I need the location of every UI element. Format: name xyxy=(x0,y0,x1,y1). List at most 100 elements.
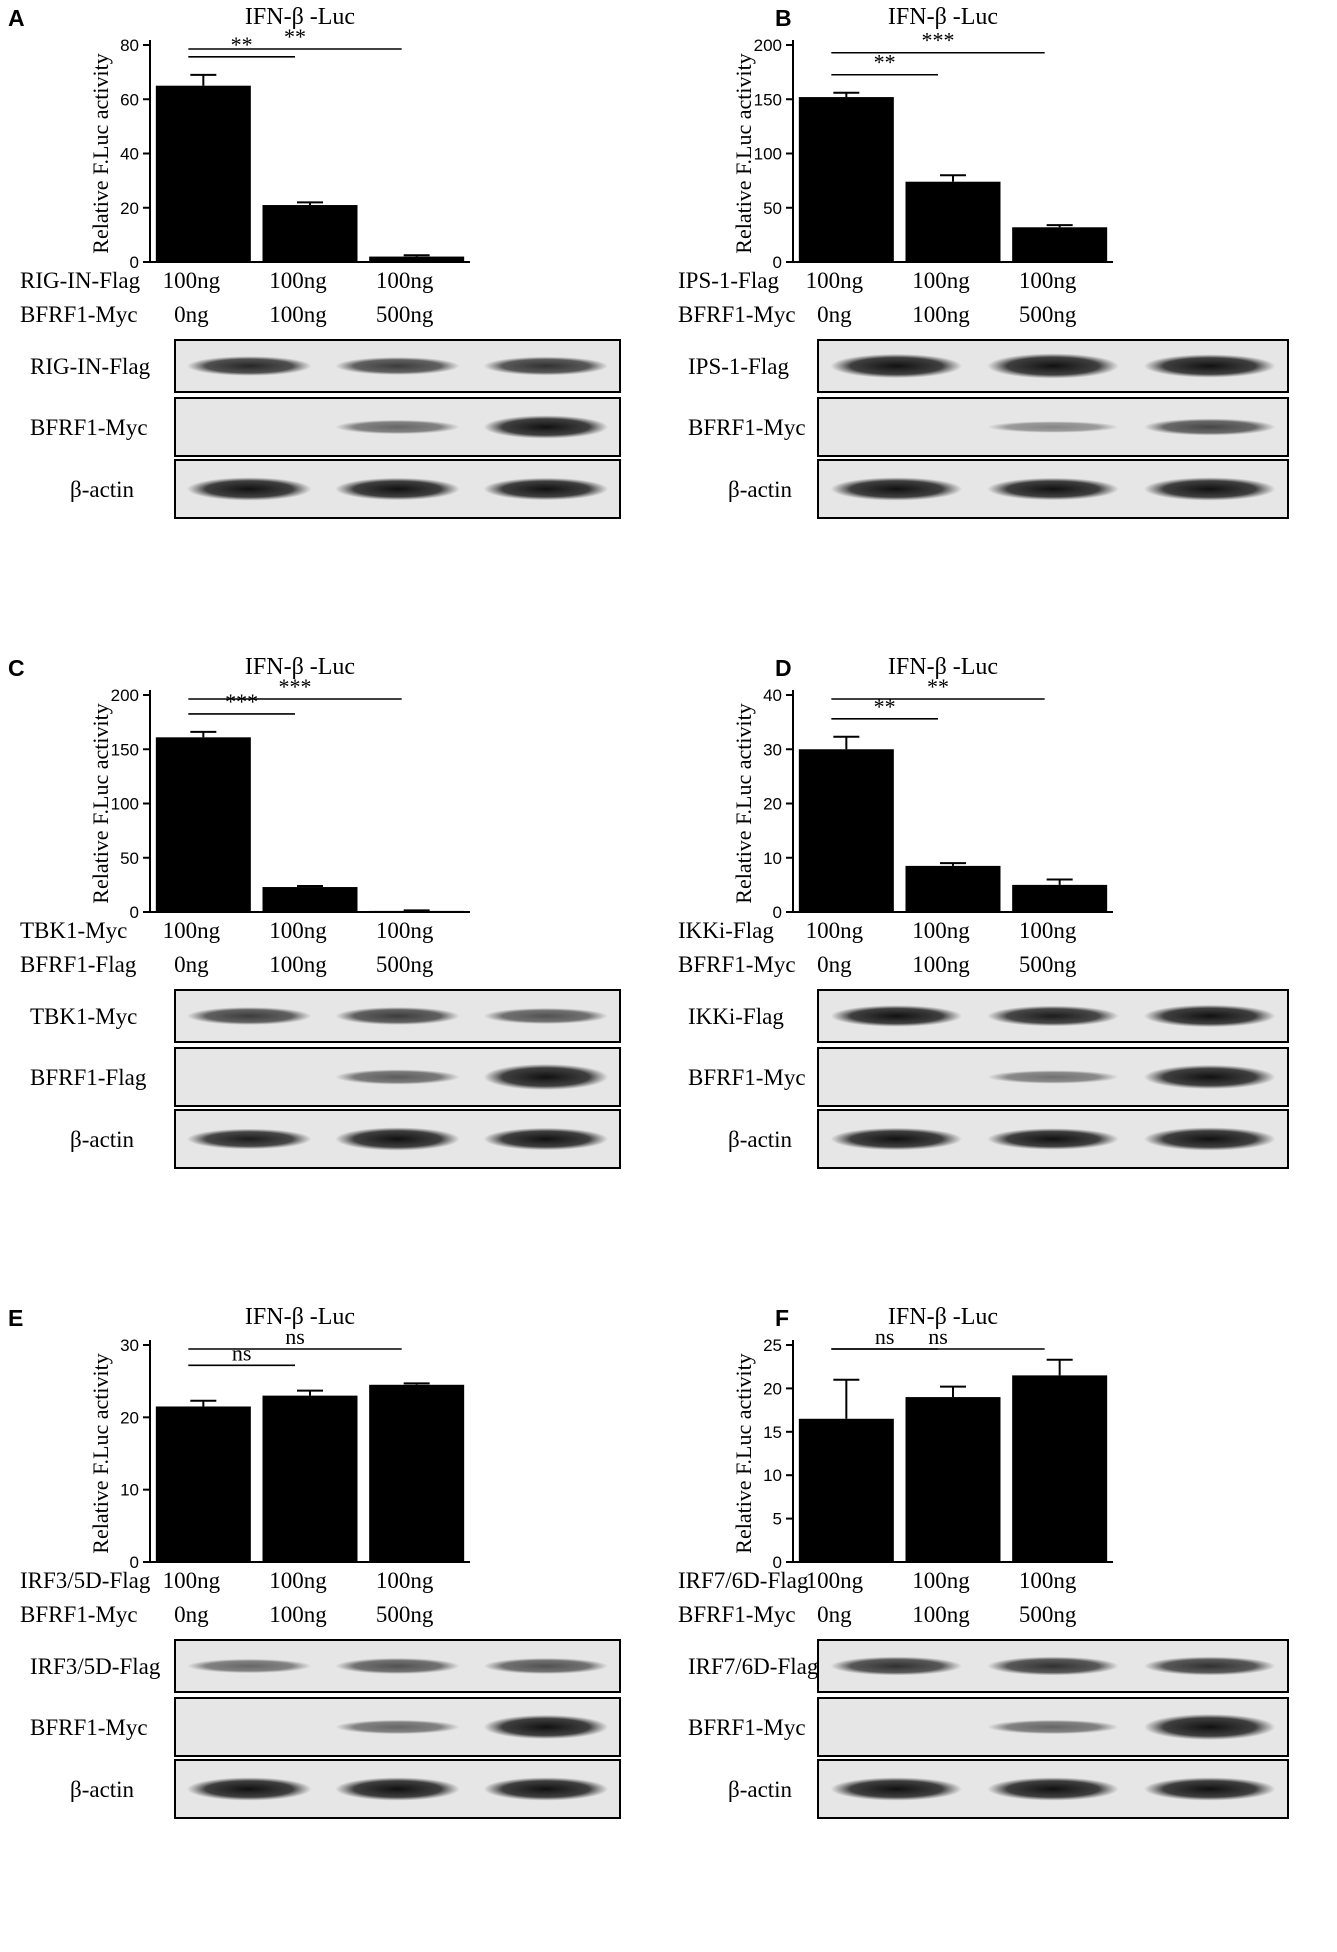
y-tick-label: 200 xyxy=(754,36,782,55)
panel-e: E IFN-β -Luc Relative F.Luc activity 0 10 20 3… xyxy=(0,1300,668,1950)
y-axis-label: Relative F.Luc activity xyxy=(731,703,756,903)
y-tick-label: 0 xyxy=(773,1553,782,1572)
row-value: 100ng xyxy=(163,918,221,943)
blot-band xyxy=(987,1070,1119,1084)
row-value: 0ng xyxy=(817,1602,852,1627)
blot-label: β-actin xyxy=(728,477,793,502)
blot-band xyxy=(335,1777,460,1801)
bar xyxy=(905,865,1001,912)
row-value: 100ng xyxy=(912,1568,970,1593)
panel-letter: E xyxy=(8,1305,23,1331)
chart-c: C IFN-β -Luc Relative F.Luc activity 0 50 100… xyxy=(8,654,621,1169)
y-tick-label: 0 xyxy=(130,253,139,272)
significance-label: *** xyxy=(922,28,955,53)
row-value: 100ng xyxy=(269,952,327,977)
panel-d: D IFN-β -Luc Relative F.Luc activity 0 10 20 3… xyxy=(668,650,1336,1300)
chart-e: E IFN-β -Luc Relative F.Luc activity 0 10 20 3… xyxy=(8,1304,621,1819)
bar xyxy=(262,887,358,912)
blot-band xyxy=(1143,418,1276,436)
blot-band xyxy=(335,1007,460,1025)
significance-label: ** xyxy=(231,32,253,57)
blot-band xyxy=(830,1777,963,1801)
row-value: 100ng xyxy=(912,1602,970,1627)
row-label: IRF3/5D-Flag xyxy=(20,1568,151,1593)
significance-label: ** xyxy=(874,50,896,75)
y-tick-label: 100 xyxy=(754,145,782,164)
y-tick-label: 60 xyxy=(120,90,139,109)
blot-label: β-actin xyxy=(728,1777,793,1802)
chart-title: IFN-β -Luc xyxy=(245,1304,355,1330)
blot-band xyxy=(483,1714,609,1740)
row-value: 100ng xyxy=(806,268,864,293)
row-value: 100ng xyxy=(376,268,434,293)
y-axis-label: Relative F.Luc activity xyxy=(88,703,113,903)
bar xyxy=(369,910,465,913)
y-tick-label: 50 xyxy=(120,849,139,868)
blot-band xyxy=(1143,1777,1276,1801)
blot-band xyxy=(830,1005,963,1027)
row-label: RIG-IN-Flag xyxy=(20,268,141,293)
panel-letter: C xyxy=(8,655,25,681)
row-value: 100ng xyxy=(163,268,221,293)
row-value: 100ng xyxy=(806,918,864,943)
chart-title: IFN-β -Luc xyxy=(888,654,998,680)
blot-label: β-actin xyxy=(728,1127,793,1152)
y-tick-label: 0 xyxy=(130,903,139,922)
blot-band xyxy=(335,477,460,501)
blot-band xyxy=(335,419,460,435)
y-tick-label: 40 xyxy=(120,145,139,164)
row-value: 100ng xyxy=(1019,918,1077,943)
blot-band xyxy=(830,353,963,379)
blot-band xyxy=(830,1656,963,1676)
row-value: 100ng xyxy=(269,268,327,293)
blot-band xyxy=(186,356,312,376)
row-value: 500ng xyxy=(376,302,434,327)
y-tick-label: 200 xyxy=(111,686,139,705)
y-tick-label: 20 xyxy=(763,1379,782,1398)
blot-band xyxy=(987,353,1119,379)
y-axis-label: Relative F.Luc activity xyxy=(731,1353,756,1553)
blot-band xyxy=(987,1005,1119,1027)
chart-title: IFN-β -Luc xyxy=(888,1304,998,1330)
blot-band xyxy=(335,1069,460,1085)
chart-title: IFN-β -Luc xyxy=(888,4,998,30)
y-tick-label: 30 xyxy=(763,740,782,759)
row-value: 100ng xyxy=(912,918,970,943)
row-value: 500ng xyxy=(376,952,434,977)
y-tick-label: 15 xyxy=(763,1423,782,1442)
y-tick-label: 20 xyxy=(763,795,782,814)
blot-label: BFRF1-Myc xyxy=(688,1715,806,1740)
chart-b: B IFN-β -Luc Relative F.Luc activity 0 50 100… xyxy=(678,4,1289,519)
y-tick-label: 25 xyxy=(763,1336,782,1355)
y-tick-label: 5 xyxy=(773,1510,782,1529)
blot-label: BFRF1-Flag xyxy=(30,1065,147,1090)
significance-label: ns xyxy=(285,1324,305,1349)
blot-band xyxy=(987,1656,1119,1676)
blot-band xyxy=(987,1719,1119,1735)
row-value: 0ng xyxy=(174,302,209,327)
row-label: BFRF1-Myc xyxy=(20,302,138,327)
row-label: IPS-1-Flag xyxy=(678,268,779,293)
bar xyxy=(905,1397,1001,1562)
y-tick-label: 40 xyxy=(763,686,782,705)
y-axis-label: Relative F.Luc activity xyxy=(731,53,756,253)
blot-label: BFRF1-Myc xyxy=(688,1065,806,1090)
blot-band xyxy=(335,1657,460,1675)
blot-label: β-actin xyxy=(70,477,135,502)
row-value: 100ng xyxy=(269,1602,327,1627)
blot-band xyxy=(335,1127,460,1151)
bar xyxy=(369,1384,465,1562)
row-value: 100ng xyxy=(269,918,327,943)
blot-label: BFRF1-Myc xyxy=(688,415,806,440)
row-value: 100ng xyxy=(1019,268,1077,293)
row-value: 100ng xyxy=(912,302,970,327)
row-value: 100ng xyxy=(269,302,327,327)
row-value: 0ng xyxy=(817,302,852,327)
row-value: 0ng xyxy=(174,1602,209,1627)
row-label: TBK1-Myc xyxy=(20,918,127,943)
blot-band xyxy=(335,357,460,375)
chart-f: F IFN-β -Luc Relative F.Luc activity 0 5 10 15… xyxy=(678,1304,1289,1819)
blot-band xyxy=(1143,1127,1276,1151)
y-tick-label: 0 xyxy=(130,1553,139,1572)
blot-label: β-actin xyxy=(70,1777,135,1802)
